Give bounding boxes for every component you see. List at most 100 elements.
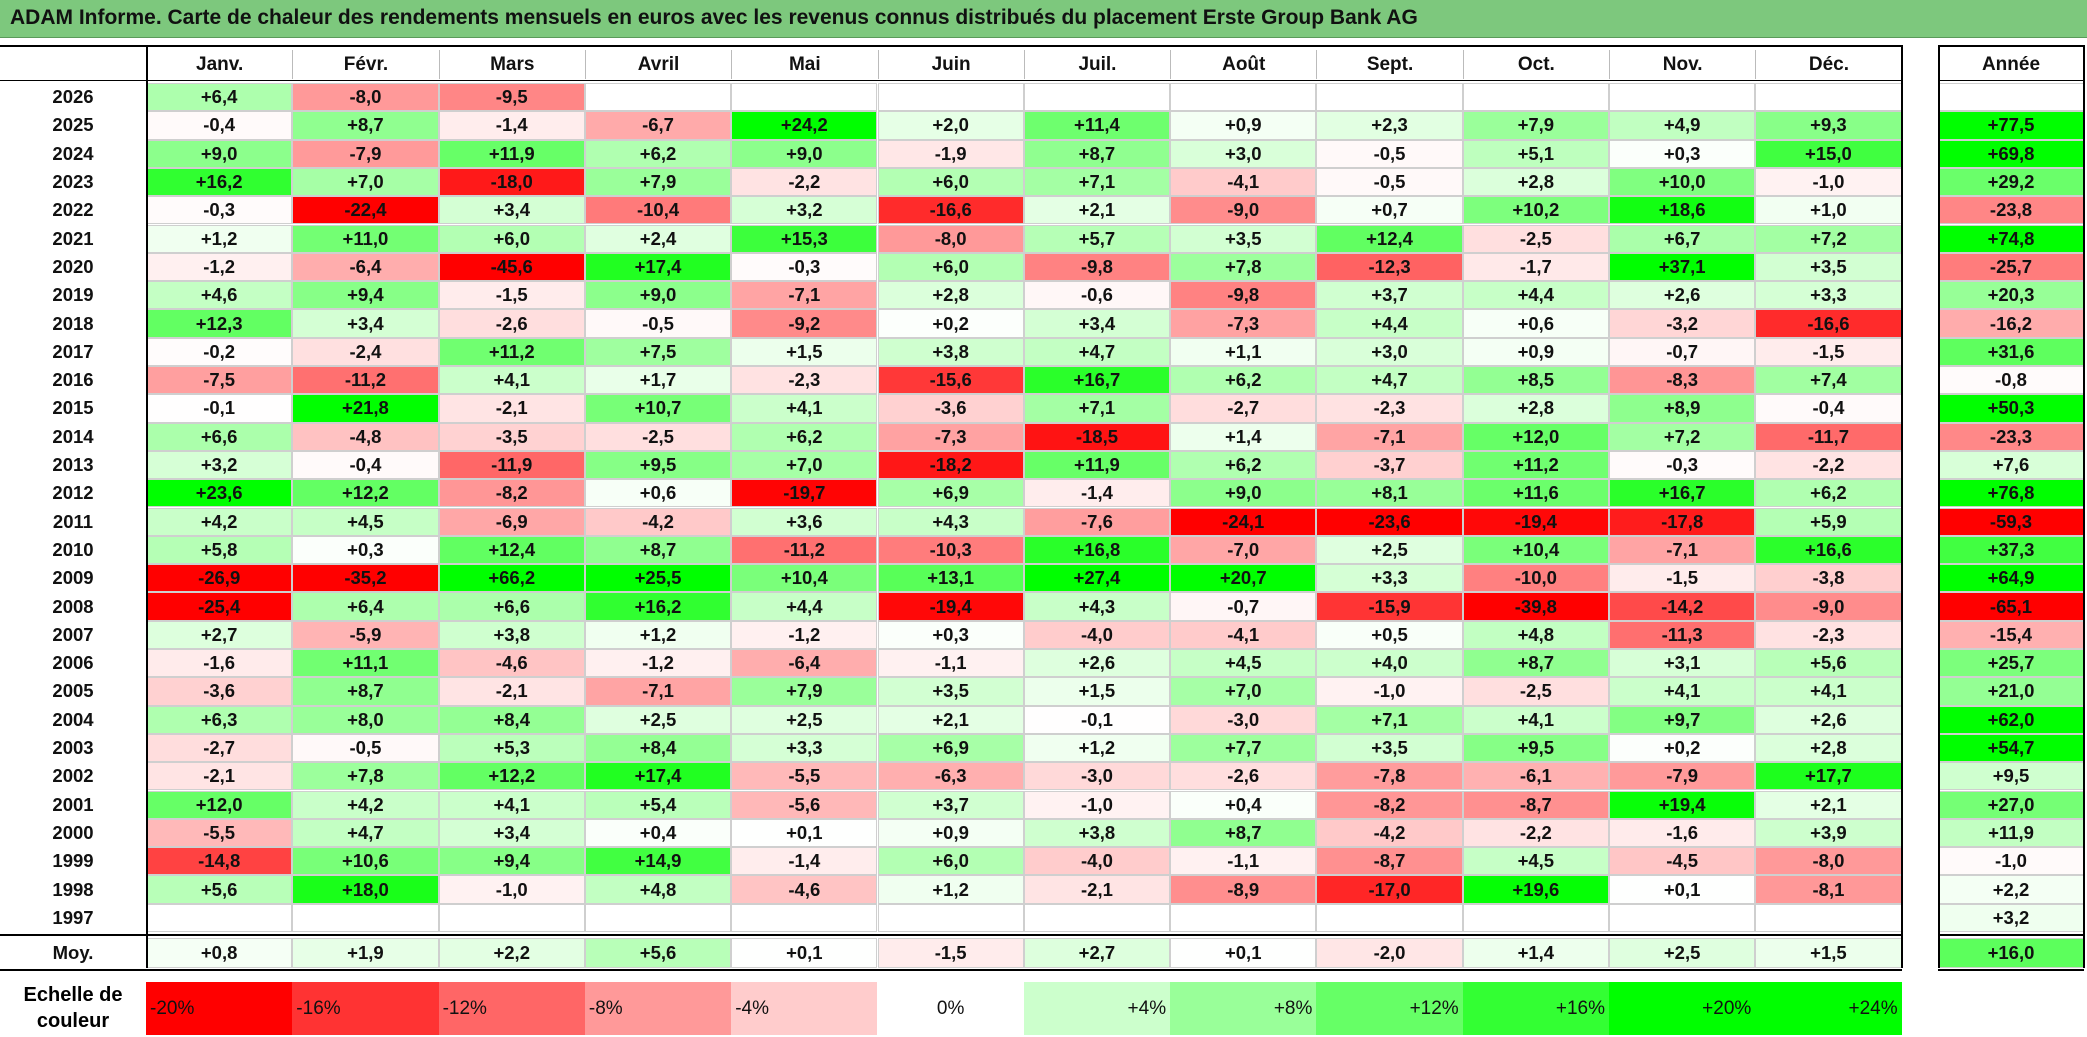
header-bottom-border xyxy=(0,80,1902,81)
annual-cell: +74,8 xyxy=(1938,224,2084,253)
year-label: 2021 xyxy=(52,227,94,249)
heat-cell: -1,1 xyxy=(877,649,1024,678)
year-label: 2016 xyxy=(52,369,94,391)
heat-cell: +11,1 xyxy=(292,649,439,678)
heat-cell: -0,4 xyxy=(292,450,439,480)
heat-cell: -2,2 xyxy=(1462,818,1609,848)
heat-cell: -8,9 xyxy=(1170,875,1317,904)
heat-cell: +6,2 xyxy=(584,139,732,168)
annual-cell: +77,5 xyxy=(1938,111,2084,140)
heat-cell: -24,1 xyxy=(1170,507,1317,536)
heat-cell xyxy=(1609,903,1756,932)
scale-step: +12% xyxy=(1316,982,1463,1035)
heat-cell: +3,2 xyxy=(731,196,878,225)
heat-cell: +8,0 xyxy=(292,705,439,734)
average-cell: +1,4 xyxy=(1462,938,1609,968)
heat-cell: +16,7 xyxy=(1023,366,1171,395)
heat-cell xyxy=(1755,83,1902,112)
heat-cell: -7,1 xyxy=(584,677,732,706)
heat-cell: +12,0 xyxy=(1462,422,1609,451)
heat-cell: +8,7 xyxy=(292,677,439,706)
heat-cell: +6,2 xyxy=(1170,366,1317,395)
heat-cell: +17,7 xyxy=(1755,762,1902,791)
heat-cell: -1,0 xyxy=(438,875,585,904)
heat-cell: +4,3 xyxy=(1023,592,1171,621)
heat-cell: -5,9 xyxy=(292,620,439,649)
heat-cell: +6,4 xyxy=(292,592,439,621)
heat-cell xyxy=(1023,83,1171,112)
year-top-border xyxy=(1938,45,2084,47)
annual-cell: -25,7 xyxy=(1938,252,2084,282)
year-label: 2025 xyxy=(52,114,94,136)
heat-cell: -12,3 xyxy=(1316,252,1463,282)
heat-cell: -6,3 xyxy=(877,762,1024,791)
heat-cell: +3,4 xyxy=(292,309,439,338)
heat-cell: -0,3 xyxy=(731,252,878,282)
annual-cell: +7,6 xyxy=(1938,450,2084,480)
heat-cell: +12,0 xyxy=(146,790,293,819)
heat-cell: -14,8 xyxy=(146,847,293,876)
heat-cell: +27,4 xyxy=(1023,564,1171,593)
heat-cell: +11,2 xyxy=(1462,450,1609,480)
heat-cell: -3,5 xyxy=(438,422,585,451)
heat-cell: -7,1 xyxy=(1316,422,1463,451)
heat-cell: +17,4 xyxy=(584,252,732,282)
scale-step: +8% xyxy=(1170,982,1317,1035)
heat-cell: -45,6 xyxy=(438,252,585,282)
heat-cell: +23,6 xyxy=(146,479,293,508)
heat-cell: -0,5 xyxy=(1316,139,1463,168)
heat-cell xyxy=(584,903,732,932)
average-cell: +0,8 xyxy=(146,938,293,968)
heat-cell: +21,8 xyxy=(292,394,439,423)
annual-cell: +29,2 xyxy=(1938,167,2084,197)
heat-cell: +0,3 xyxy=(877,620,1024,649)
annual-cell: -65,1 xyxy=(1938,592,2084,621)
heat-cell xyxy=(584,83,732,112)
average-cell: +2,2 xyxy=(438,938,585,968)
heat-cell: -18,5 xyxy=(1023,422,1171,451)
heat-cell: +10,2 xyxy=(1462,196,1609,225)
heat-cell: -9,0 xyxy=(1755,592,1902,621)
year-label: 2012 xyxy=(52,482,94,504)
heat-cell: +5,6 xyxy=(1755,649,1902,678)
average-cell: +2,7 xyxy=(1023,938,1171,968)
heat-cell: -6,1 xyxy=(1462,762,1609,791)
heat-cell: -0,1 xyxy=(1023,705,1171,734)
heat-cell: +12,3 xyxy=(146,309,293,338)
heat-cell: +8,7 xyxy=(1023,139,1171,168)
heat-cell: -6,4 xyxy=(731,649,878,678)
heat-cell: +0,1 xyxy=(731,818,878,848)
heat-cell: +4,1 xyxy=(438,790,585,819)
year-header: Année xyxy=(1938,50,2084,79)
heat-cell: -1,2 xyxy=(146,252,293,282)
heat-cell: +0,9 xyxy=(1170,111,1317,140)
heat-cell: -1,6 xyxy=(146,649,293,678)
heat-cell: -2,7 xyxy=(1170,394,1317,423)
annual-cell: -15,4 xyxy=(1938,620,2084,649)
heat-cell: +24,2 xyxy=(731,111,878,140)
heat-cell: -0,1 xyxy=(146,394,293,423)
scale-step: -8% xyxy=(584,982,732,1035)
heat-cell: -0,2 xyxy=(146,337,293,366)
heat-cell: +5,1 xyxy=(1462,139,1609,168)
heat-cell: +7,1 xyxy=(1316,705,1463,734)
year-label: 2014 xyxy=(52,425,94,447)
heat-cell: -15,9 xyxy=(1316,592,1463,621)
heat-cell: -16,6 xyxy=(877,196,1024,225)
heat-cell: +4,6 xyxy=(146,281,293,310)
heat-cell: -8,0 xyxy=(877,224,1024,253)
heat-cell: -1,5 xyxy=(1609,564,1756,593)
heat-cell: +3,5 xyxy=(1170,224,1317,253)
heat-cell: -19,4 xyxy=(1462,507,1609,536)
heat-cell: -6,4 xyxy=(292,252,439,282)
heat-cell: +1,2 xyxy=(146,224,293,253)
year-label: 2018 xyxy=(52,312,94,334)
heat-cell xyxy=(1609,83,1756,112)
heat-cell: -11,3 xyxy=(1609,620,1756,649)
heat-cell: -7,1 xyxy=(731,281,878,310)
heat-cell: +2,1 xyxy=(877,705,1024,734)
heat-cell: -1,5 xyxy=(1755,337,1902,366)
year-header-bottom-border xyxy=(1938,80,2084,81)
heat-cell: +0,1 xyxy=(1609,875,1756,904)
heat-cell: -8,7 xyxy=(1316,847,1463,876)
